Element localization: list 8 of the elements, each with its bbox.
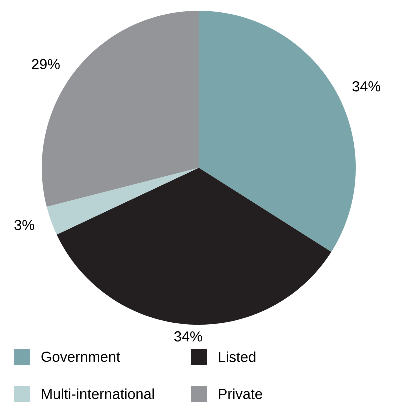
- legend-label: Listed: [219, 352, 256, 362]
- legend-label: Government: [42, 352, 120, 362]
- data-label: 29%: [32, 59, 60, 70]
- legend-label: Multi-international: [42, 388, 154, 400]
- data-label: 3%: [14, 220, 34, 230]
- data-label: 34%: [352, 81, 381, 92]
- data-label: 34%: [174, 332, 202, 342]
- legend-label: Private: [219, 388, 262, 400]
